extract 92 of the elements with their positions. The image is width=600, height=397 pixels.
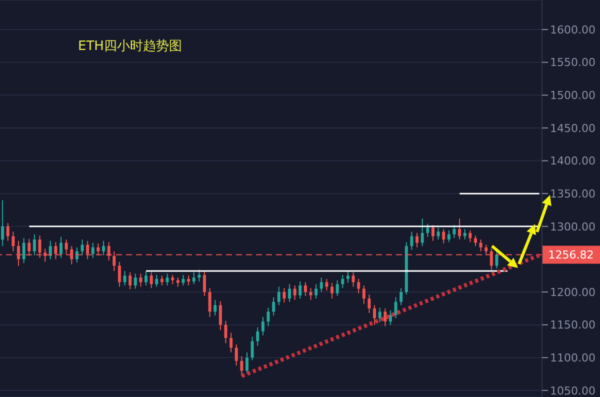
candlestick (134, 273, 137, 290)
candlestick (240, 356, 244, 376)
candlestick (352, 272, 355, 288)
candlestick (388, 310, 392, 326)
candlestick (309, 288, 312, 300)
candlestick (160, 275, 164, 286)
y-tick-label: 1300.00 (550, 220, 596, 234)
candlestick (128, 272, 132, 290)
candlestick (187, 275, 190, 286)
candlestick (272, 296, 276, 316)
candlestick (410, 231, 414, 251)
candlestick (256, 326, 260, 346)
candlestick (182, 274, 185, 286)
candlestick (166, 273, 169, 286)
ref-line-label: 1256.82 (548, 248, 594, 262)
candlestick (416, 232, 419, 248)
candlestick (123, 270, 126, 286)
candlestick (447, 230, 450, 243)
candlestick (48, 240, 52, 260)
candlestick (431, 224, 434, 242)
candlestick (22, 238, 26, 264)
candlestick (245, 352, 248, 374)
y-tick-label: 1350.00 (550, 187, 596, 200)
candlestick (394, 296, 398, 319)
candlestick (420, 218, 424, 247)
y-tick-label: 1150.00 (550, 318, 596, 332)
y-tick-label: 1500.00 (550, 89, 596, 102)
candlestick (314, 284, 318, 300)
candlestick (150, 272, 153, 289)
candlestick (155, 274, 158, 288)
candlestick (436, 227, 440, 240)
candlestick (298, 281, 302, 300)
candlestick (6, 222, 10, 242)
candlestick (277, 286, 280, 306)
candlestick (224, 320, 228, 344)
y-tick-label: 1450.00 (550, 122, 596, 135)
candlestick (208, 288, 212, 318)
candlestick (192, 272, 196, 285)
candlestick (362, 284, 366, 304)
y-tick-label: 1550.00 (550, 56, 596, 70)
candlestick (118, 261, 121, 288)
candlestick (426, 223, 430, 238)
candlestick (304, 282, 307, 296)
candlestick (139, 273, 142, 288)
candlestick (325, 278, 328, 292)
candlestick (250, 336, 254, 361)
candlestick (91, 242, 94, 258)
candlestick (384, 308, 387, 327)
candlestick (1, 200, 4, 247)
candlestick (373, 304, 376, 326)
candlestick (474, 235, 477, 247)
candlestick (463, 228, 466, 240)
candlestick (144, 270, 148, 286)
candlestick (12, 231, 15, 252)
candlestick (102, 240, 106, 256)
candlestick (458, 218, 462, 240)
candlestick (288, 284, 292, 302)
candlestick (230, 332, 233, 353)
candlestick (171, 274, 174, 285)
candlestick (198, 269, 201, 282)
candlestick (468, 230, 472, 243)
candlestick (293, 284, 296, 300)
candlestick (495, 250, 498, 269)
candlestick (479, 239, 482, 252)
y-tick-label: 1200.00 (550, 286, 596, 299)
candlestick (266, 307, 270, 327)
candlestick (234, 344, 238, 366)
y-tick-label: 1400.00 (550, 154, 596, 168)
candlestick (320, 277, 323, 293)
y-tick-label: 1050.00 (550, 384, 596, 397)
candlestick (346, 270, 350, 284)
candlestick (80, 239, 84, 256)
candlestick (400, 288, 403, 306)
candlestick (202, 270, 206, 296)
candlestick (330, 282, 334, 300)
candlestick (214, 299, 217, 316)
candlestick (357, 278, 360, 294)
candlestick (32, 234, 36, 256)
text: ETH四小时趋势图 (78, 38, 182, 55)
candlestick (218, 300, 222, 331)
candlestick (336, 280, 339, 296)
candlestick (378, 307, 382, 323)
y-tick-label: 1100.00 (550, 352, 596, 365)
candlestick (368, 294, 371, 314)
candlestick (452, 224, 456, 239)
candlestick (341, 274, 344, 289)
y-tick-label: 1600.00 (550, 23, 596, 36)
candlestick (176, 277, 180, 288)
candlestick (261, 316, 264, 336)
candlestick (282, 288, 286, 304)
candlestick (60, 236, 63, 258)
candlestick (442, 228, 446, 244)
